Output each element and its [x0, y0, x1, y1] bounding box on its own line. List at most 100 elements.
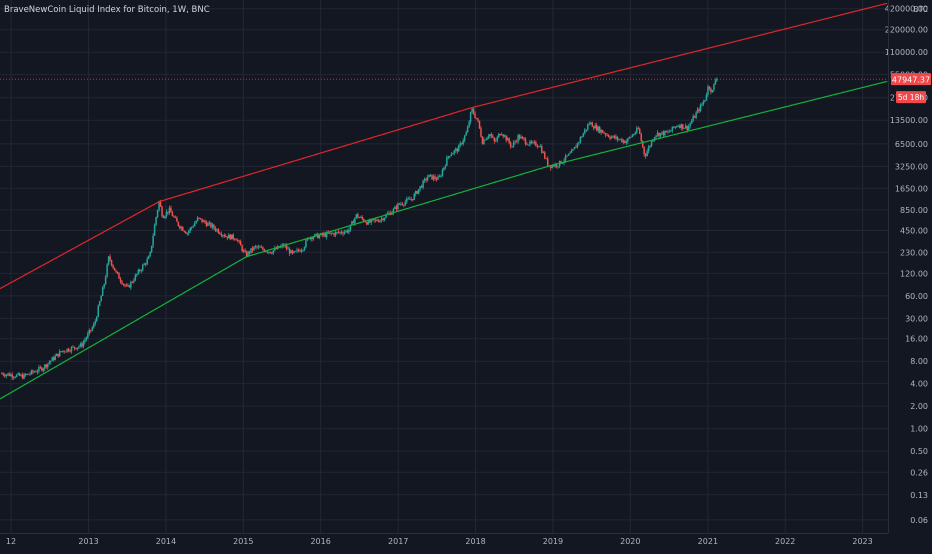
candle-body: [582, 133, 585, 137]
candle-body: [63, 350, 65, 352]
candle-body: [683, 127, 685, 129]
candle-body: [236, 240, 239, 242]
candle-body: [696, 109, 699, 113]
candle-body: [253, 246, 255, 251]
candle-body: [370, 219, 372, 223]
candle-body: [585, 129, 588, 131]
candle-body: [9, 374, 12, 376]
candle-body: [150, 245, 153, 253]
candle-body: [343, 231, 346, 234]
candle-body: [339, 231, 341, 233]
candle-body: [478, 120, 481, 129]
candle-body: [551, 165, 553, 168]
candle-body: [17, 373, 19, 375]
candle-body: [446, 157, 448, 166]
y-tick-label: 0.13: [910, 491, 928, 500]
candle-body: [284, 245, 286, 247]
candle-body: [392, 208, 395, 213]
candle-body: [173, 216, 175, 217]
candle-body: [443, 167, 445, 171]
candle-body: [30, 370, 33, 374]
candle-body: [101, 287, 104, 296]
candle-body: [592, 126, 595, 129]
candle-body: [70, 346, 73, 352]
candle-body: [91, 327, 94, 331]
candle-body: [518, 135, 521, 139]
candle-body: [6, 373, 9, 375]
candle-body: [581, 136, 583, 138]
candle-body: [167, 211, 169, 213]
candle-body: [275, 248, 278, 250]
candle-body: [484, 139, 487, 141]
candle-body: [303, 247, 306, 251]
candle-body: [76, 347, 79, 350]
x-tick-label: 2023: [852, 537, 872, 546]
candle-body: [529, 141, 531, 145]
candle-body: [208, 222, 211, 224]
candle-body: [192, 226, 194, 228]
candle-body: [82, 342, 85, 347]
candle-body: [404, 201, 407, 205]
candle-body: [262, 247, 264, 250]
candle-body: [141, 264, 144, 271]
candle-body: [668, 131, 671, 133]
candle-body: [331, 233, 334, 235]
candle-body: [514, 141, 516, 143]
candle-body: [8, 373, 10, 376]
candle-body: [170, 207, 172, 213]
candle-body: [377, 220, 380, 222]
candle-body: [116, 271, 119, 274]
candle-body: [397, 203, 399, 210]
candle-body: [211, 224, 214, 228]
y-tick-label: 850.00: [900, 206, 928, 215]
candle-body: [649, 145, 651, 147]
candle-body: [95, 316, 98, 321]
candle-body: [106, 264, 108, 277]
candle-body: [471, 108, 473, 113]
candle-body: [318, 235, 321, 239]
candle-body: [612, 135, 614, 137]
candle-body: [245, 252, 248, 257]
candle-body: [395, 206, 398, 210]
candle-body: [349, 224, 352, 230]
candle-body: [536, 145, 539, 147]
candle-body: [112, 265, 114, 268]
candle-body: [357, 214, 359, 218]
candle-body: [337, 231, 340, 233]
candle-body: [61, 350, 64, 352]
candle-body: [232, 234, 234, 239]
candle-body: [689, 123, 691, 127]
candle-body: [72, 346, 74, 348]
candle-body: [610, 136, 613, 139]
candle-body: [93, 323, 95, 328]
candle-body: [588, 123, 591, 125]
candle-body: [492, 136, 494, 138]
candle-body: [235, 239, 237, 241]
y-tick-label: 4.00: [910, 380, 928, 389]
candle-body: [690, 120, 693, 124]
last-price-tag: [891, 73, 931, 86]
candle-body: [15, 374, 18, 378]
x-tick-label: 2015: [233, 537, 253, 546]
candle-body: [707, 86, 709, 95]
candle-body: [670, 130, 672, 132]
candle-body: [300, 250, 303, 252]
candle-body: [354, 217, 356, 224]
candle-body: [156, 210, 159, 218]
candle-body: [512, 142, 515, 147]
candle-body: [590, 122, 592, 124]
y-tick-label: 60.00: [905, 292, 928, 301]
candle-body: [665, 130, 668, 133]
x-tick-label: 2017: [388, 537, 408, 546]
candle-body: [48, 362, 51, 364]
candle-body: [168, 207, 171, 213]
candle-body: [229, 234, 232, 240]
candle-body: [247, 251, 249, 257]
candle-body: [714, 80, 717, 85]
candle-body: [652, 140, 654, 142]
candle-body: [477, 118, 479, 121]
candle-body: [52, 357, 55, 360]
candle-body: [591, 122, 593, 127]
